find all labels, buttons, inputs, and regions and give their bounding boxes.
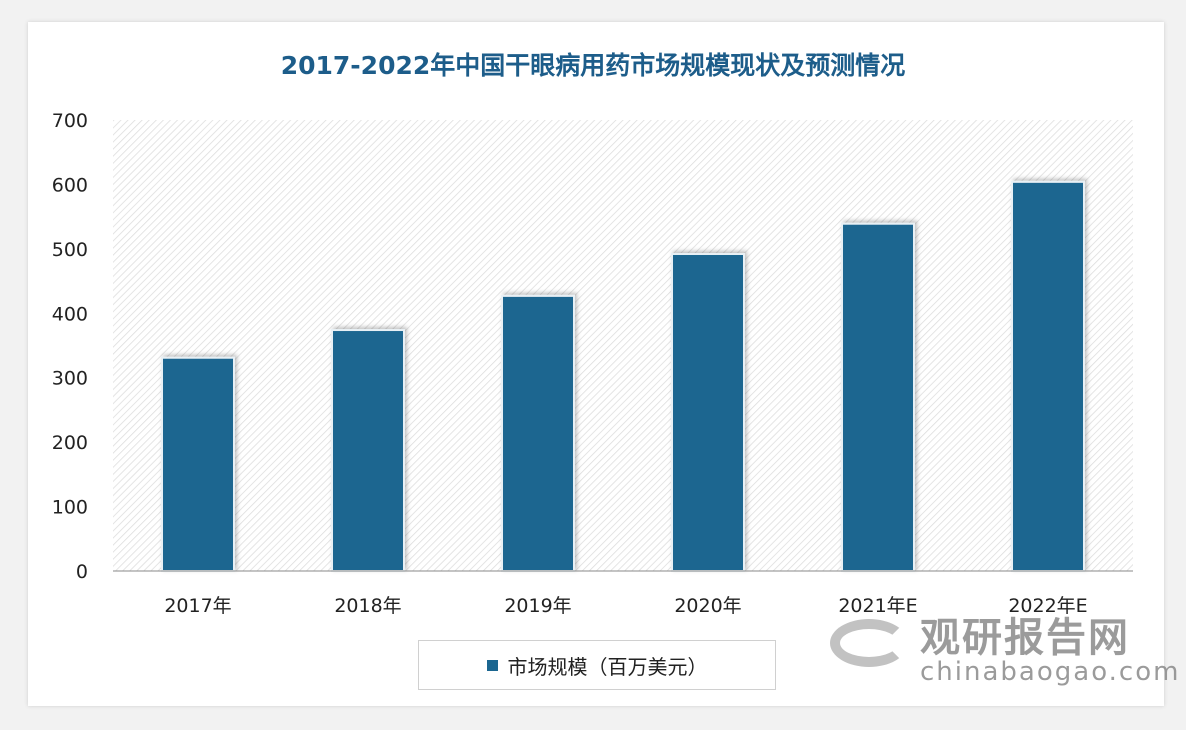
x-tick-label: 2018年	[334, 595, 401, 617]
y-tick-label: 300	[52, 368, 88, 390]
bar	[331, 329, 405, 572]
x-tick-label: 2017年	[164, 595, 231, 617]
y-tick-label: 200	[52, 432, 88, 454]
x-tick-label: 2021年E	[838, 595, 917, 617]
plot-area	[113, 120, 1133, 571]
chart-title: 2017-2022年中国干眼病用药市场规模现状及预测情况	[280, 51, 906, 80]
x-tick-label: 2020年	[674, 595, 741, 617]
bar	[1011, 180, 1085, 572]
y-tick-label: 100	[52, 497, 88, 519]
x-tick-label: 2022年E	[1008, 595, 1087, 617]
y-tick-label: 500	[52, 239, 88, 261]
y-tick-label: 400	[52, 303, 88, 325]
watermark-cn: 观研报告网	[920, 615, 1130, 661]
y-tick-label: 600	[52, 174, 88, 196]
y-tick-label: 700	[52, 110, 88, 132]
x-tick-label: 2019年	[504, 595, 571, 617]
bar	[671, 253, 745, 573]
legend-label: 市场规模（百万美元）	[507, 654, 708, 679]
bar	[501, 294, 575, 572]
legend-swatch	[486, 659, 498, 671]
legend: 市场规模（百万美元）	[418, 640, 776, 690]
bar	[841, 222, 915, 572]
watermark-logo-icon	[830, 619, 908, 667]
watermark-en: chinabaogao.com	[920, 657, 1181, 687]
y-tick-label: 0	[76, 561, 88, 583]
bar	[161, 356, 235, 572]
